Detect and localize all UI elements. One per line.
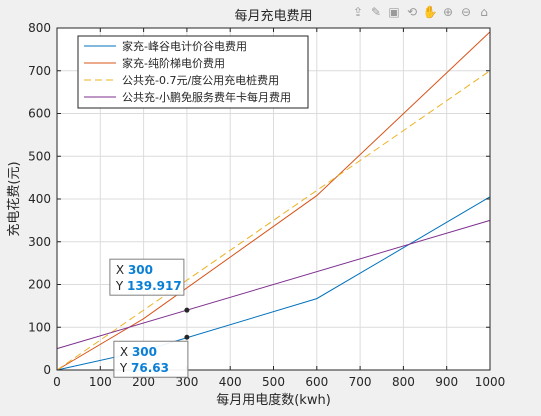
series-line-1 [56, 196, 491, 371]
datatip-x-label: X 300 [116, 263, 153, 277]
datatip-x-label: X 300 [120, 345, 157, 359]
legend-entry-label: 公共充-0.7元/度公用充电桩费用 [122, 73, 279, 87]
chart-title: 每月充电费用 [234, 8, 312, 24]
datatip-box [109, 258, 185, 296]
datatip-y-label: Y 139.917 [115, 279, 182, 293]
datatip-y-value: 139.917 [127, 279, 182, 293]
x-tick-label: 600 [305, 375, 328, 389]
x-tick-label: 800 [392, 375, 415, 389]
datatip-y-label: Y 76.63 [119, 361, 169, 375]
pan-icon[interactable]: ✋ [422, 5, 438, 19]
zoom-in-icon[interactable]: ⊕ [442, 5, 454, 19]
x-tick-label: 500 [262, 375, 285, 389]
legend-entry-label: 公共充-小鹏免服务费年卡每月费用 [122, 90, 291, 104]
datatip-x-value: 300 [128, 263, 153, 277]
rotate-icon[interactable]: ⟲ [406, 5, 418, 19]
zoom-out-icon[interactable]: ⊖ [460, 5, 472, 19]
y-tick-label: 400 [28, 192, 51, 206]
y-tick-label: 100 [28, 320, 51, 334]
datatip-box [113, 340, 189, 378]
x-tick-label: 400 [219, 375, 242, 389]
y-tick-label: 500 [28, 149, 51, 163]
datatip-x-value: 300 [132, 345, 157, 359]
home-icon[interactable]: ⌂ [480, 5, 488, 19]
x-tick-label: 900 [435, 375, 458, 389]
series-line-2 [56, 31, 491, 371]
series-line-4 [56, 219, 491, 350]
y-tick-label: 200 [28, 278, 51, 292]
legend-box [77, 35, 309, 109]
x-tick-label: 200 [132, 375, 155, 389]
y-tick-label: 800 [28, 21, 51, 35]
legend-entry-label: 家充-峰谷电计价谷电费用 [122, 39, 247, 53]
export-icon[interactable]: ⇪ [352, 5, 364, 19]
datatip-marker[interactable] [184, 307, 190, 313]
y-axis-label: 充电花费(元) [6, 161, 22, 236]
x-tick-label: 700 [349, 375, 372, 389]
x-tick-label: 100 [89, 375, 112, 389]
axes-toolbar: ⇪ ✎ ▣ ⟲ ✋ ⊕ ⊖ ⌂ [350, 4, 492, 22]
datatip-y-value: 76.63 [131, 361, 169, 375]
x-tick-label: 0 [53, 375, 61, 389]
datatip-icon[interactable]: ▣ [388, 5, 400, 19]
x-tick-label: 300 [175, 375, 198, 389]
legend-entry-label: 家充-纯阶梯电价费用 [122, 56, 225, 70]
x-axis-label: 每月用电度数(kwh) [216, 392, 331, 408]
y-tick-label: 300 [28, 235, 51, 249]
x-tick-label: 1000 [475, 375, 506, 389]
datatip-marker[interactable] [184, 334, 190, 340]
y-tick-label: 600 [28, 107, 51, 121]
y-tick-label: 700 [28, 64, 51, 78]
brush-icon[interactable]: ✎ [370, 5, 382, 19]
y-tick-label: 0 [43, 363, 51, 377]
